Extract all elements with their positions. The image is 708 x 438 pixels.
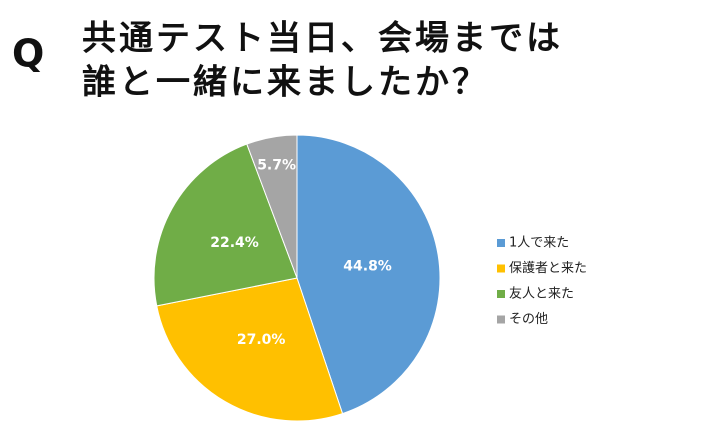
data-label: 22.4% bbox=[210, 235, 259, 251]
pie-slice bbox=[246, 134, 298, 279]
chart-title: 共通テスト当日、会場までは bbox=[82, 19, 563, 59]
legend-label: 保護者と来た bbox=[509, 260, 587, 276]
legend-swatch bbox=[497, 264, 505, 273]
data-label: 44.8% bbox=[343, 258, 392, 274]
legend-swatch bbox=[497, 315, 505, 324]
pie-slice bbox=[296, 134, 441, 415]
pie-slice bbox=[156, 277, 344, 422]
legend-swatch bbox=[497, 290, 505, 298]
legend-label: 1人で来た bbox=[509, 236, 569, 251]
q-label: Q bbox=[12, 32, 44, 76]
chart-title: 誰と一緒に来ましたか？ bbox=[82, 63, 489, 103]
legend-label: 友人と来た bbox=[509, 286, 574, 302]
legend-label: その他 bbox=[509, 312, 548, 327]
data-label: 5.7% bbox=[257, 157, 296, 173]
legend-swatch bbox=[497, 239, 505, 247]
pie-slice bbox=[153, 143, 298, 307]
data-label: 27.0% bbox=[237, 332, 286, 348]
